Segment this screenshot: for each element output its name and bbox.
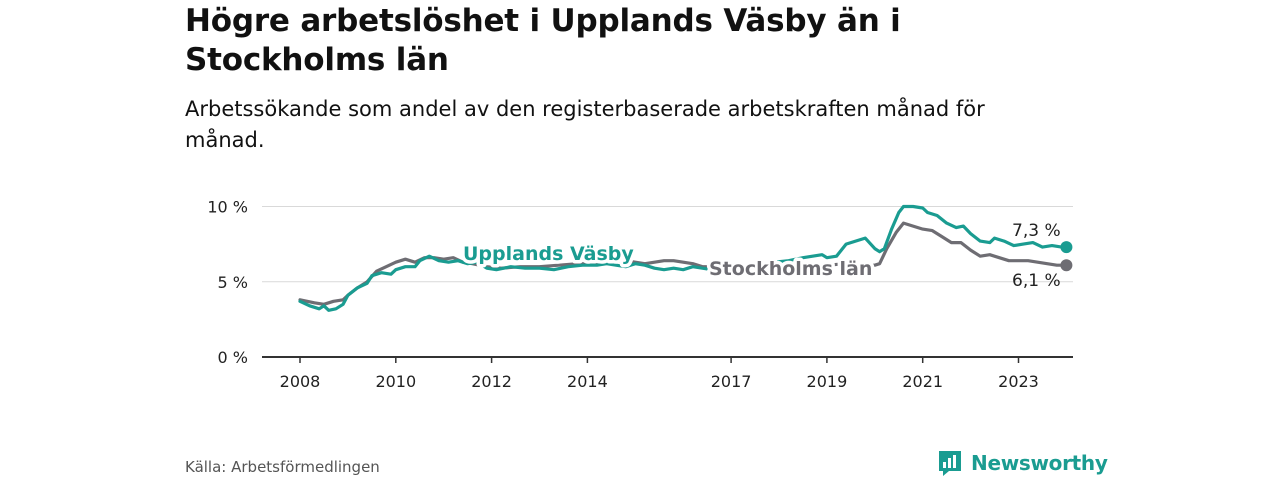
- chart-subtitle: Arbetssökande som andel av den registerb…: [185, 97, 985, 152]
- brand-name: Newsworthy: [971, 451, 1108, 475]
- y-tick-label: 10 %: [207, 198, 248, 217]
- series-line-stockholms-lan: [298, 221, 1068, 306]
- chart-title: Högre arbetslöshet i Upplands Väsby än i…: [185, 3, 901, 78]
- x-tick-label: 2014: [567, 372, 608, 391]
- end-point-upplands-vasby: [1060, 241, 1073, 254]
- end-value-stockholms-lan: 6,1 %: [1012, 271, 1061, 291]
- end-value-upplands-vasby: 7,3 %: [1012, 221, 1061, 241]
- chart-speech-bubble-icon: [939, 451, 961, 476]
- series-line-upplands-vasby: [298, 204, 1068, 312]
- end-point-stockholms-lan: [1060, 259, 1073, 272]
- x-tick-label: 2010: [375, 372, 416, 391]
- x-tick-label: 2008: [280, 372, 321, 391]
- y-tick-label: 5 %: [218, 273, 248, 292]
- y-tick-label: 0 %: [218, 348, 248, 367]
- x-tick-label: 2021: [902, 372, 943, 391]
- series-label-upplands-vasby: Upplands Väsby: [463, 243, 634, 265]
- x-tick-label: 2017: [711, 372, 752, 391]
- source-note: Källa: Arbetsförmedlingen: [185, 458, 380, 476]
- brand-logo[interactable]: Newsworthy: [937, 449, 1108, 477]
- x-tick-label: 2023: [998, 372, 1039, 391]
- x-tick-label: 2012: [471, 372, 512, 391]
- series-label-stockholms-lan: Stockholms län: [709, 258, 872, 280]
- x-tick-label: 2019: [807, 372, 848, 391]
